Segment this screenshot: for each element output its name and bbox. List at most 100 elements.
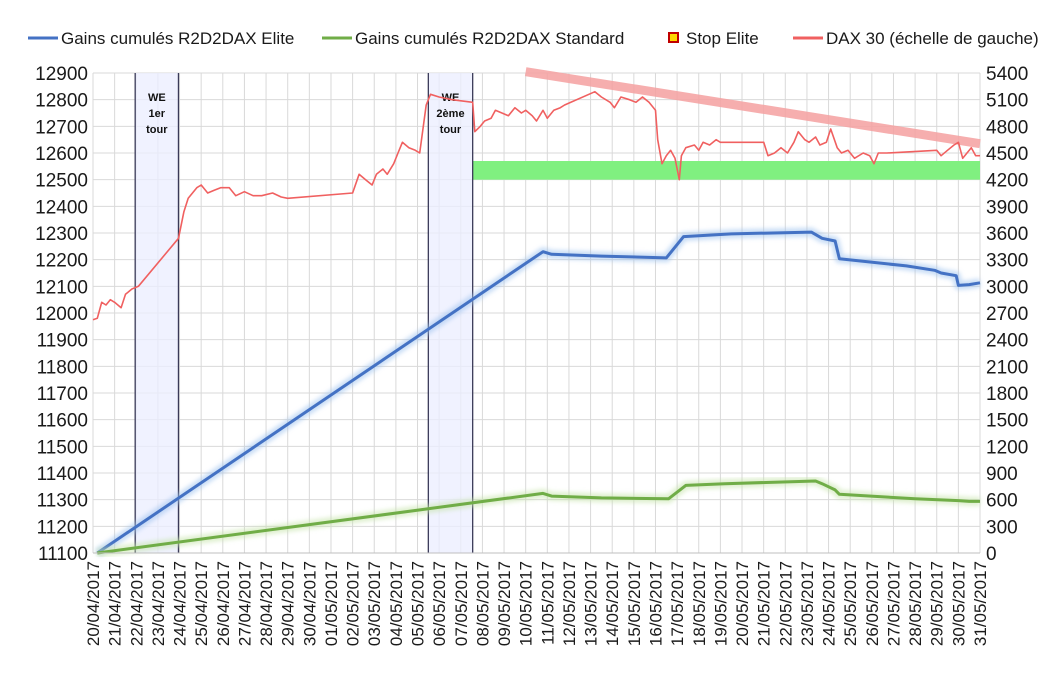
x-tick-label: 17/05/2017 (668, 561, 687, 646)
x-tick-label: 12/05/2017 (560, 561, 579, 646)
y-left-tick-label: 11600 (37, 411, 88, 432)
y-right-tick-label: 5400 (986, 64, 1028, 85)
y-right-tick-label: 4200 (986, 171, 1028, 192)
x-tick-label: 25/05/2017 (841, 561, 860, 646)
x-tick-label: 16/05/2017 (646, 561, 665, 646)
x-tick-label: 04/05/2017 (387, 561, 406, 646)
legend: Gains cumulés R2D2DAX Elite Gains cumulés… (28, 29, 1039, 48)
y-left-tick-label: 12000 (35, 304, 88, 325)
x-tick-label: 14/05/2017 (603, 561, 622, 646)
y-right-tick-label: 3900 (986, 197, 1028, 218)
series (92, 67, 981, 558)
legend-label-dax: DAX 30 (échelle de gauche) (826, 29, 1039, 48)
x-tick-label: 07/05/2017 (452, 561, 471, 646)
x-tick-label: 27/04/2017 (235, 561, 254, 646)
y-left-tick-label: 11300 (37, 491, 88, 512)
x-tick-label: 13/05/2017 (582, 561, 601, 646)
x-tick-label: 08/05/2017 (473, 561, 492, 646)
weekend-band (135, 73, 179, 553)
x-tick-label: 30/04/2017 (300, 561, 319, 646)
y-left-tick-label: 11700 (37, 384, 88, 405)
series-standard-glow (96, 476, 980, 558)
x-tick-label: 31/05/2017 (971, 561, 990, 646)
y-left-tick-label: 12200 (35, 251, 88, 272)
y-right-tick-label: 3000 (986, 277, 1028, 298)
x-tick-label: 15/05/2017 (625, 561, 644, 646)
y-left-tick-label: 11800 (37, 357, 88, 378)
x-tick-label: 23/04/2017 (149, 561, 168, 646)
x-tick-label: 29/05/2017 (928, 561, 947, 646)
x-tick-label: 26/05/2017 (863, 561, 882, 646)
y-right-tick-label: 3600 (986, 224, 1028, 245)
y-left-tick-label: 12500 (35, 171, 88, 192)
weekend-label: tour (146, 124, 168, 136)
x-tick-label: 05/05/2017 (409, 561, 428, 646)
weekend-label: 1er (149, 108, 166, 120)
x-tick-label: 18/05/2017 (690, 561, 709, 646)
legend-label-elite: Gains cumulés R2D2DAX Elite (61, 29, 294, 48)
y-right-tick-label: 600 (986, 491, 1018, 512)
x-tick-label: 21/04/2017 (106, 561, 125, 646)
x-tick-label: 21/05/2017 (755, 561, 774, 646)
x-tick-label: 29/04/2017 (279, 561, 298, 646)
y-right-tick-label: 2700 (986, 304, 1028, 325)
y-left-tick-label: 11500 (37, 437, 88, 458)
x-tick-label: 06/05/2017 (430, 561, 449, 646)
weekend-label: WE (442, 92, 460, 104)
x-tick-label: 03/05/2017 (365, 561, 384, 646)
x-tick-label: 09/05/2017 (495, 561, 514, 646)
y-left-tick-label: 12600 (35, 144, 88, 165)
y-right-tick-label: 5100 (986, 91, 1028, 112)
x-tick-label: 24/04/2017 (171, 561, 190, 646)
series-elite-line (96, 230, 981, 555)
x-tick-label: 23/05/2017 (798, 561, 817, 646)
resistance-trend-line (524, 67, 981, 149)
legend-label-standard: Gains cumulés R2D2DAX Standard (355, 29, 624, 48)
y-left-tick-label: 12400 (35, 197, 88, 218)
x-tick-label: 28/05/2017 (906, 561, 925, 646)
legend-label-stop: Stop Elite (686, 29, 759, 48)
y-right-tick-label: 4800 (986, 117, 1028, 138)
x-tick-label: 28/04/2017 (257, 561, 276, 646)
x-tick-label: 19/05/2017 (711, 561, 730, 646)
y-left-tick-label: 11200 (37, 517, 88, 538)
y-left-tick-label: 12300 (35, 224, 88, 245)
x-tick-label: 27/05/2017 (884, 561, 903, 646)
support-zone (472, 161, 980, 180)
y-right-tick-label: 2400 (986, 331, 1028, 352)
y-right-tick-label: 4500 (986, 144, 1028, 165)
x-tick-label: 22/04/2017 (127, 561, 146, 646)
weekend-label: tour (440, 124, 462, 136)
x-tick-label: 01/05/2017 (322, 561, 341, 646)
x-tick-label: 24/05/2017 (820, 561, 839, 646)
x-tick-label: 26/04/2017 (214, 561, 233, 646)
x-tick-label: 11/05/2017 (538, 561, 557, 645)
series-standard-line (97, 479, 980, 555)
weekend-label: 2ème (436, 108, 464, 120)
y-right-tick-label: 2100 (986, 357, 1028, 378)
x-tick-label: 20/05/2017 (733, 561, 752, 646)
y-left-tick-label: 12100 (35, 277, 88, 298)
y-right-tick-label: 3300 (986, 251, 1028, 272)
x-tick-label: 22/05/2017 (776, 561, 795, 646)
annotations: WE 1er tour WE 2ème tour (134, 73, 474, 553)
x-tick-label: 10/05/2017 (517, 561, 536, 646)
x-tick-label: 20/04/2017 (84, 561, 103, 646)
series-dax-line (92, 90, 980, 321)
zones (472, 161, 980, 180)
y-left-tick-label: 12700 (35, 117, 88, 138)
legend-marker-stop (668, 32, 679, 43)
y-left-tick-label: 12900 (35, 64, 88, 85)
y-left-tick-label: 11400 (37, 464, 88, 485)
y-right-tick-label: 1800 (986, 384, 1028, 405)
axes: 11100 0 11200 300 11300 600 11400 900 11500 1200 1… (35, 64, 1028, 646)
y-left-tick-label: 11900 (37, 331, 88, 352)
x-tick-label: 30/05/2017 (949, 561, 968, 646)
x-tick-label: 25/04/2017 (192, 561, 211, 646)
grid (92, 72, 981, 554)
x-tick-label: 02/05/2017 (344, 561, 363, 646)
y-right-tick-label: 900 (986, 464, 1018, 485)
y-right-tick-label: 1200 (986, 437, 1028, 458)
